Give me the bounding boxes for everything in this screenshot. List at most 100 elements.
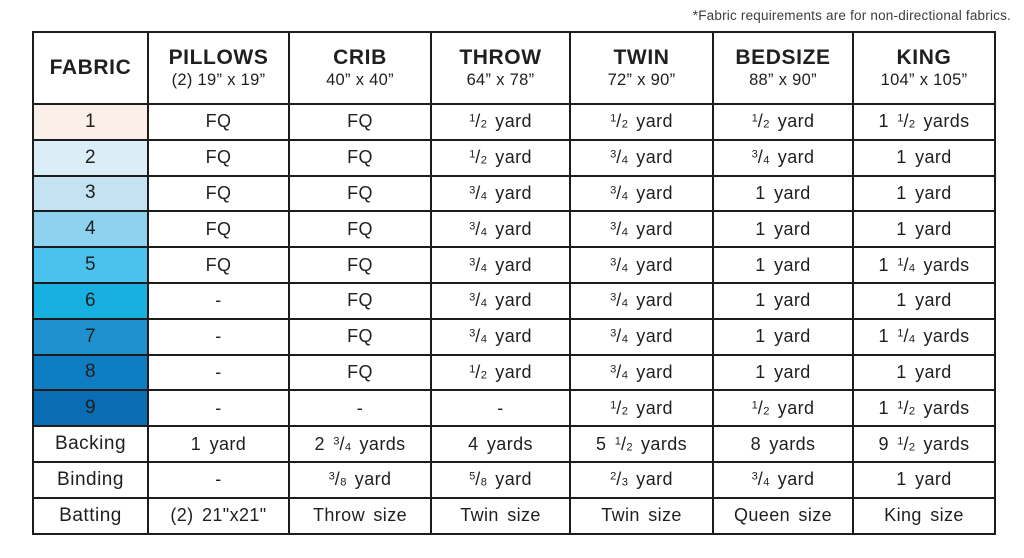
value-cell: FQ [288,210,432,249]
value-cell: 1 yard [712,317,854,356]
fabric-label-cell: 9 [32,389,149,428]
value-cell: 3/4 yard [569,138,714,177]
column-title: THROW [459,45,542,69]
column-title: FABRIC [49,56,132,80]
value-cell: FQ [288,103,432,141]
value-cell: 1 yard [852,138,996,177]
value-cell: 4 yards [430,425,571,463]
value-cell: 3/4 yard [430,246,571,284]
table-row: 7- FQ 3/4 yard 3/4 yard 1 yard 1 1/4 yards [32,317,996,356]
value-cell: 1 1/2 yards [852,389,996,428]
column-subtitle: 104” x 105” [880,71,968,90]
value-cell: 1 yard [712,353,854,392]
fabric-label-cell: 1 [32,103,149,141]
value-cell: Twin size [569,496,714,535]
column-title: CRIB [333,45,387,69]
column-title: KING [896,45,952,69]
fabric-label-cell: 2 [32,138,149,177]
value-cell: FQ [288,246,432,284]
value-cell: 3/4 yard [569,210,714,249]
fabric-label-cell: 7 [32,317,149,356]
value-cell: FQ [147,174,290,213]
value-cell: 1/2 yard [712,103,854,141]
column-subtitle: 40” x 40” [326,71,394,90]
table-row: Backing 1 yard 2 3/4 yards 4 yards 5 1/2 yar… [32,425,996,463]
value-cell: 3/4 yard [712,460,854,499]
value-cell: 3/4 yard [569,174,714,213]
value-cell: FQ [288,353,432,392]
value-cell: 5 1/2 yards [569,425,714,463]
value-cell: 1 1/4 yards [852,317,996,356]
table-row: 2 FQ FQ 1/2 yard 3/4 yard 3/4 yard 1 yard [32,138,996,177]
value-cell: 1/2 yard [569,103,714,141]
table-row: 3 FQ FQ 3/4 yard 3/4 yard 1 yard 1 yard [32,174,996,213]
value-cell: - [147,281,290,320]
value-cell: 1 yard [852,210,996,249]
value-cell: 3/4 yard [430,317,571,356]
value-cell: 1/2 yard [569,389,714,428]
value-cell: - [147,353,290,392]
value-cell: 1 yard [852,174,996,213]
column-header-crib: CRIB 40” x 40” [288,31,432,105]
value-cell: - [147,389,290,428]
value-cell: 1 yard [147,425,290,463]
value-cell: King size [852,496,996,535]
value-cell: FQ [147,246,290,284]
column-header-pillows: PILLOWS (2) 19” x 19” [147,31,290,105]
value-cell: 2 3/4 yards [288,425,432,463]
value-cell: - [147,317,290,356]
value-cell: 5/8 yard [430,460,571,499]
table-row: Binding -3/8 yard 5/8 yard 2/3 yard 3/4 yard… [32,460,996,499]
value-cell: 3/4 yard [430,281,571,320]
value-cell: 1 yard [852,353,996,392]
table-row: 5 FQ FQ 3/4 yard 3/4 yard 1 yard 1 1/4 yards [32,246,996,284]
table-row: 9- - -1/2 yard 1/2 yard 1 1/2 yards [32,389,996,428]
value-cell: 3/4 yard [569,281,714,320]
fabric-requirements-table: FABRIC PILLOWS (2) 19” x 19” CRIB 40” x 40” T… [32,31,996,535]
table-header: FABRIC PILLOWS (2) 19” x 19” CRIB 40” x 40” T… [32,31,996,105]
value-cell: 3/4 yard [569,246,714,284]
value-cell: 1 yard [712,174,854,213]
value-cell: 1 yard [712,246,854,284]
fabric-label-cell: Batting [32,496,149,535]
table-body: 1 FQ FQ 1/2 yard 1/2 yard 1/2 yard 1 1/2 yards… [32,103,996,535]
value-cell: FQ [288,281,432,320]
value-cell: Queen size [712,496,854,535]
value-cell: - [288,389,432,428]
value-cell: 1/2 yard [430,138,571,177]
value-cell: 1 yard [712,281,854,320]
value-cell: 9 1/2 yards [852,425,996,463]
value-cell: FQ [288,138,432,177]
value-cell: 3/4 yard [569,317,714,356]
value-cell: 1/2 yard [712,389,854,428]
fabric-label-cell: 5 [32,246,149,284]
column-header-fabric: FABRIC [32,31,149,105]
table-row: 1 FQ FQ 1/2 yard 1/2 yard 1/2 yard 1 1/2 yards [32,103,996,141]
column-title: PILLOWS [168,45,269,69]
value-cell: (2) 21"x21" [147,496,290,535]
value-cell: 8 yards [712,425,854,463]
value-cell: 3/4 yard [430,174,571,213]
column-header-bedsize: BEDSIZE 88” x 90” [712,31,854,105]
table-row: 8- FQ 1/2 yard 3/4 yard 1 yard 1 yard [32,353,996,392]
value-cell: 3/4 yard [569,353,714,392]
fabric-label-cell: Backing [32,425,149,463]
column-header-twin: TWIN 72” x 90” [569,31,714,105]
note-text: *Fabric requirements are for non-directi… [692,8,1011,23]
header-row: FABRIC PILLOWS (2) 19” x 19” CRIB 40” x 40” T… [32,31,996,105]
table-row: 4 FQ FQ 3/4 yard 3/4 yard 1 yard 1 yard [32,210,996,249]
value-cell: Throw size [288,496,432,535]
value-cell: FQ [288,317,432,356]
value-cell: 1 yard [852,460,996,499]
value-cell: 3/4 yard [430,210,571,249]
column-subtitle: 88” x 90” [749,71,817,90]
value-cell: FQ [147,103,290,141]
column-title: BEDSIZE [735,45,831,69]
fabric-label-cell: 6 [32,281,149,320]
value-cell: 1 1/2 yards [852,103,996,141]
fabric-label-cell: Binding [32,460,149,499]
value-cell: - [430,389,571,428]
column-subtitle: 64” x 78” [466,71,535,90]
fabric-label-cell: 4 [32,210,149,249]
fabric-label-cell: 3 [32,174,149,213]
